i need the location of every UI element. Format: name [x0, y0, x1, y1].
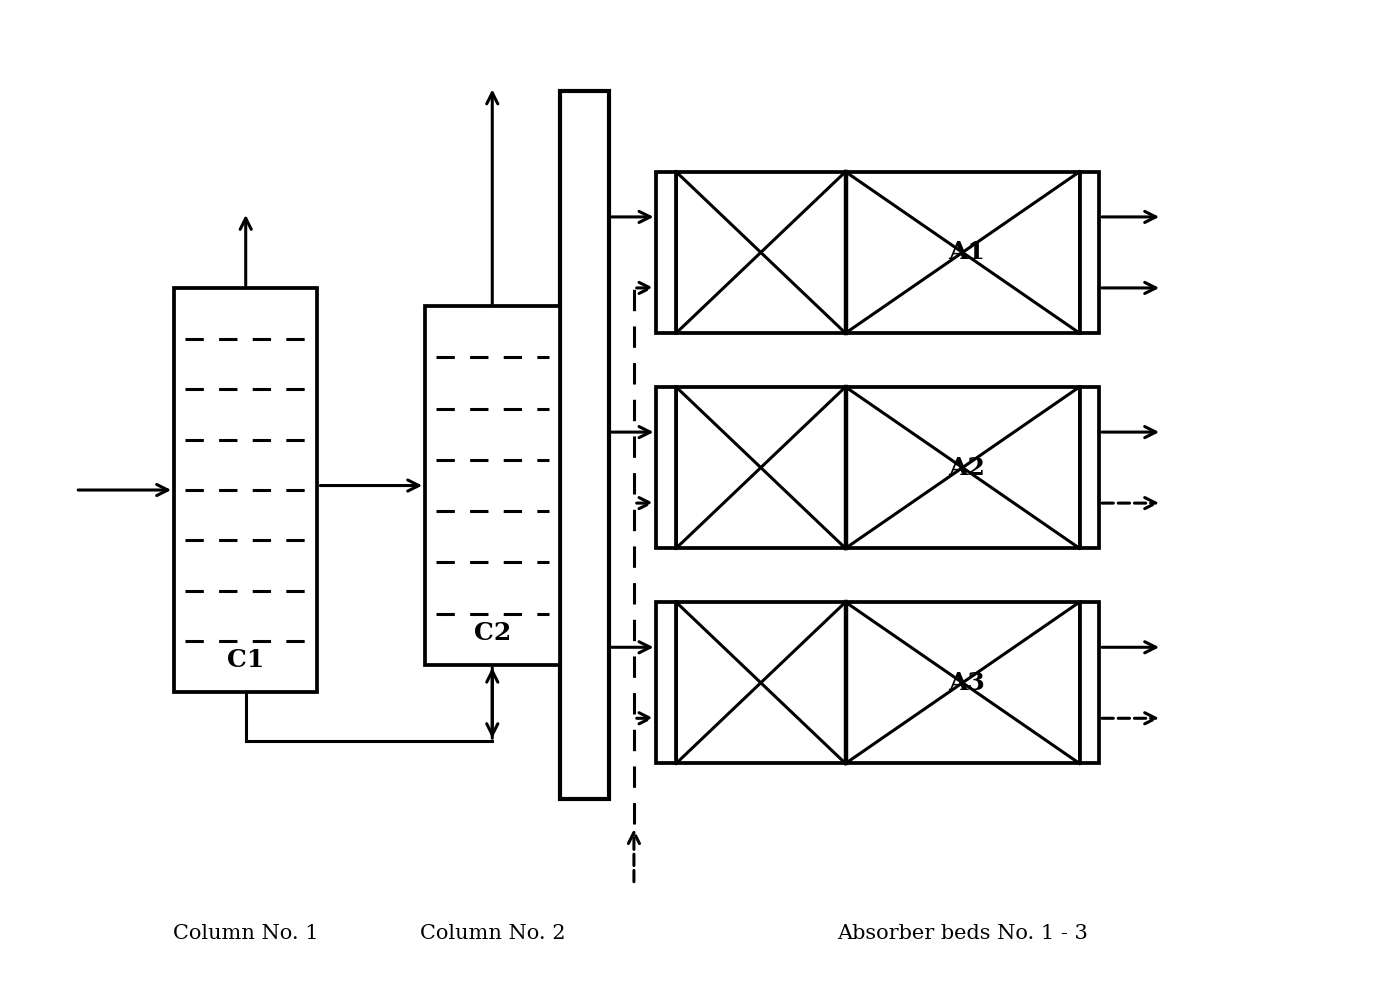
Bar: [676, 172, 1080, 333]
Bar: [425, 307, 559, 665]
Bar: [676, 602, 1080, 764]
Text: Column No. 1: Column No. 1: [174, 925, 318, 944]
Text: Column No. 2: Column No. 2: [419, 925, 565, 944]
Text: A2: A2: [948, 456, 985, 480]
Bar: [657, 387, 676, 548]
Bar: [676, 387, 1080, 548]
Bar: [1080, 602, 1099, 764]
Bar: [657, 602, 676, 764]
Bar: [559, 91, 609, 799]
Bar: [1080, 387, 1099, 548]
Text: A3: A3: [948, 671, 985, 695]
Bar: [657, 172, 676, 333]
Text: Absorber beds No. 1 - 3: Absorber beds No. 1 - 3: [837, 925, 1088, 944]
Text: C1: C1: [228, 649, 264, 673]
Bar: [1080, 172, 1099, 333]
Text: C2: C2: [473, 621, 511, 646]
Bar: [174, 288, 318, 691]
Text: A1: A1: [948, 240, 985, 264]
